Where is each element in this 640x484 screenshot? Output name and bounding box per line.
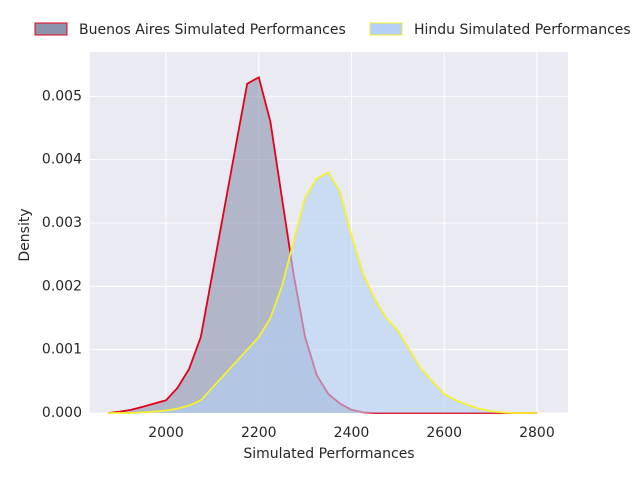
x-tick-label: 2400 xyxy=(334,425,370,441)
y-axis-label: Density xyxy=(17,208,33,261)
y-tick-label: 0.005 xyxy=(42,88,82,104)
y-tick-label: 0.003 xyxy=(42,215,82,231)
x-tick-label: 2000 xyxy=(148,425,184,441)
legend-label: Buenos Aires Simulated Performances xyxy=(79,22,346,38)
x-tick-label: 2600 xyxy=(426,425,462,441)
area-fill xyxy=(108,77,537,414)
area-fill xyxy=(108,172,537,413)
legend-swatch xyxy=(34,22,68,36)
y-tick-label: 0.004 xyxy=(42,152,82,168)
legend-swatch xyxy=(369,22,403,36)
y-tick-label: 0.002 xyxy=(42,278,82,294)
density-line xyxy=(108,171,537,414)
y-tick-label: 0.000 xyxy=(42,405,82,421)
legend-label: Hindu Simulated Performances xyxy=(414,22,631,38)
y-tick-label: 0.001 xyxy=(42,342,82,358)
x-axis-label: Simulated Performances xyxy=(243,446,414,462)
x-tick-label: 2200 xyxy=(241,425,277,441)
x-tick-label: 2800 xyxy=(519,425,555,441)
